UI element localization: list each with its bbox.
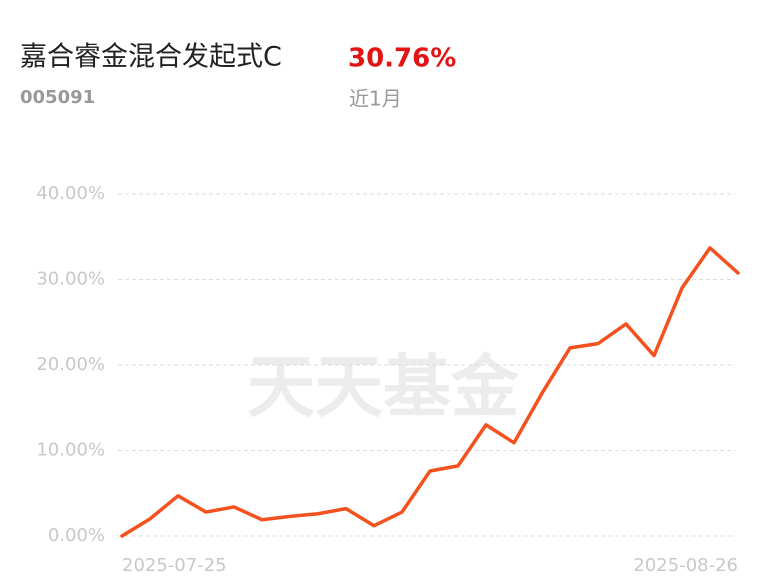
y-tick-label: 40.00% [36,183,105,204]
y-tick-label: 10.00% [36,440,105,461]
y-tick-label: 0.00% [48,525,105,546]
period-label: 近1月 [349,87,402,111]
watermark: 天天基金 [247,348,520,428]
y-tick-label: 30.00% [36,269,105,290]
y-tick-label: 20.00% [36,354,105,375]
fund-code: 005091 [20,87,95,108]
x-tick-label: 2025-07-25 [122,555,227,576]
fund-title: 嘉合睿金混合发起式C [20,42,282,73]
x-tick-label: 2025-08-26 [633,555,738,576]
series-line [120,246,740,538]
return-value: 30.76% [348,44,456,74]
